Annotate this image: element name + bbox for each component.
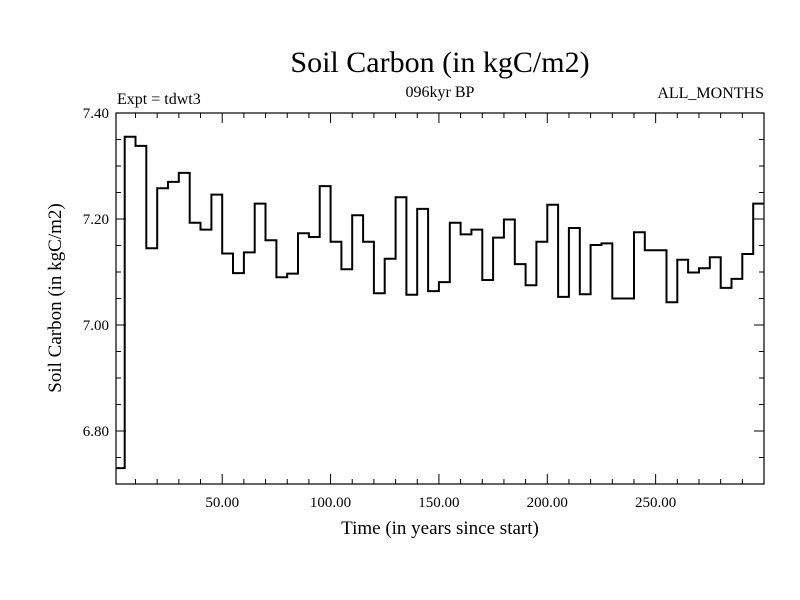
x-tick-label: 200.00: [527, 495, 568, 511]
y-tick-label: 7.20: [83, 212, 109, 228]
experiment-label: Expt = tdwt3: [117, 91, 201, 108]
x-tick-label: 100.00: [310, 495, 351, 511]
x-tick-label: 250.00: [635, 495, 676, 511]
series-layer: [116, 135, 764, 470]
x-tick-label: 50.00: [205, 495, 239, 511]
x-tick-label: 150.00: [418, 495, 459, 511]
axes: 50.00 100.00 150.00 200.00 250.00 6.80 7.00 7.2…: [83, 106, 765, 511]
x-axis-label: Time (in years since start): [341, 518, 539, 539]
y-tick-label: 7.40: [83, 106, 109, 122]
y-tick-label: 6.80: [83, 424, 109, 440]
chart-title: Soil Carbon (in kgC/m2): [290, 46, 589, 79]
y-axis-label: Soil Carbon (in kgC/m2): [45, 203, 66, 392]
chart-subtitle: 096kyr BP: [406, 84, 475, 101]
y-tick-label: 7.00: [83, 318, 109, 334]
months-label: ALL_MONTHS: [657, 85, 764, 102]
series-line-soil-carbon: [116, 135, 764, 470]
